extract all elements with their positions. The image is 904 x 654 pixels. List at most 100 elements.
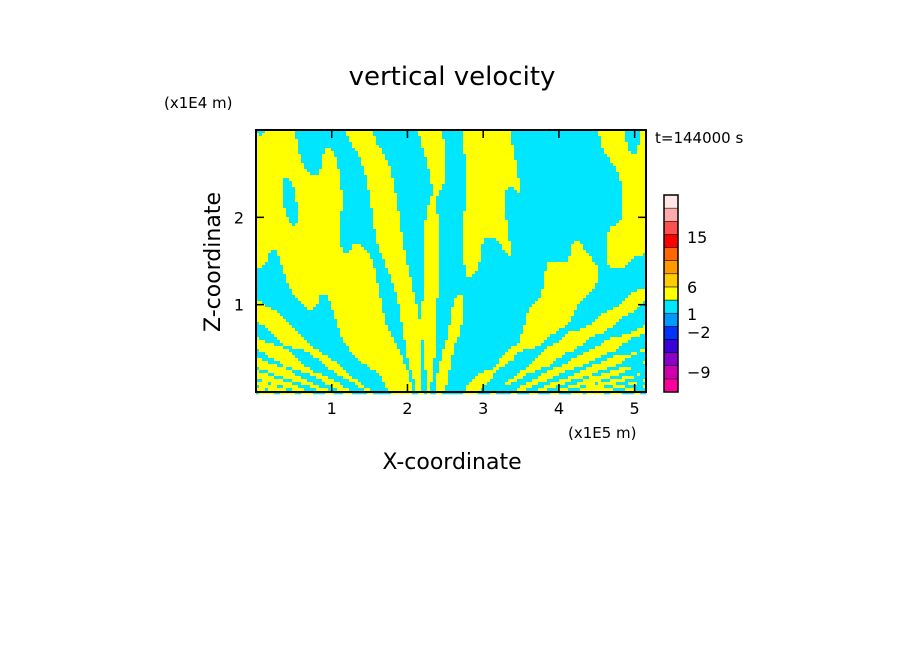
field-cell [418, 226, 422, 230]
field-cell [625, 184, 629, 188]
field-cell [274, 238, 278, 242]
field-cell [304, 178, 308, 182]
field-cell [295, 214, 299, 218]
field-cell [370, 190, 374, 194]
field-cell [283, 244, 287, 248]
field-cell [385, 160, 389, 164]
field-cell [463, 241, 467, 245]
field-cell [298, 211, 302, 215]
field-cell [631, 205, 635, 209]
field-cell [607, 217, 611, 221]
field-cell [529, 139, 533, 143]
field-cell [535, 175, 539, 179]
field-cell [424, 214, 428, 218]
field-cell [268, 166, 272, 170]
field-cell [295, 160, 299, 164]
field-cell [472, 211, 476, 215]
field-cell [634, 223, 638, 227]
field-cell [526, 220, 530, 224]
field-cell [613, 193, 617, 197]
field-cell [409, 181, 413, 185]
field-cell [397, 199, 401, 203]
field-cell [568, 202, 572, 206]
field-cell [316, 133, 320, 137]
field-cell [373, 145, 377, 149]
field-cell [613, 148, 617, 152]
field-cell [397, 178, 401, 182]
field-cell [442, 226, 446, 230]
field-cell [325, 190, 329, 194]
field-cell [457, 175, 461, 179]
field-cell [361, 178, 365, 182]
field-cell [598, 157, 602, 161]
field-cell [529, 148, 533, 152]
field-cell [457, 226, 461, 230]
field-cell [331, 148, 335, 152]
field-cell [493, 148, 497, 152]
field-cell [346, 151, 350, 155]
field-cell [544, 184, 548, 188]
field-cell [322, 148, 326, 152]
field-cell [379, 223, 383, 227]
field-cell [583, 169, 587, 173]
field-cell [538, 151, 542, 155]
field-cell [628, 187, 632, 191]
field-cell [595, 205, 599, 209]
field-cell [265, 145, 269, 149]
field-cell [493, 163, 497, 167]
field-cell [535, 178, 539, 182]
field-cell [319, 154, 323, 158]
field-cell [547, 187, 551, 191]
field-cell [595, 196, 599, 200]
field-cell [274, 154, 278, 158]
field-cell [259, 169, 263, 173]
field-cell [466, 175, 470, 179]
field-cell [346, 145, 350, 149]
field-cell [292, 220, 296, 224]
field-cell [394, 232, 398, 236]
field-cell [577, 139, 581, 143]
field-cell [337, 229, 341, 233]
field-cell [403, 244, 407, 248]
field-cell [475, 136, 479, 140]
field-cell [631, 181, 635, 185]
field-cell [283, 190, 287, 194]
field-cell [328, 148, 332, 152]
field-cell [400, 190, 404, 194]
field-cell [424, 142, 428, 146]
field-cell [511, 220, 515, 224]
field-cell [568, 136, 572, 140]
field-cell [571, 142, 575, 146]
field-cell [358, 196, 362, 200]
field-cell [532, 169, 536, 173]
field-cell [472, 184, 476, 188]
field-cell [421, 145, 425, 149]
field-cell [631, 217, 635, 221]
field-cell [466, 229, 470, 233]
field-cell [490, 169, 494, 173]
field-cell [325, 175, 329, 179]
field-cell [607, 214, 611, 218]
field-cell [580, 232, 584, 236]
field-cell [376, 169, 380, 173]
field-cell [298, 166, 302, 170]
field-cell [580, 202, 584, 206]
field-cell [346, 211, 350, 215]
field-cell [640, 232, 644, 236]
field-cell [265, 169, 269, 173]
field-cell [307, 241, 311, 245]
field-cell [322, 205, 326, 209]
field-cell [385, 136, 389, 140]
field-cell [442, 220, 446, 224]
field-cell [379, 187, 383, 191]
field-cell [370, 229, 374, 233]
field-cell [553, 226, 557, 230]
field-cell [511, 142, 515, 146]
field-cell [583, 130, 587, 134]
field-cell [274, 130, 278, 134]
field-cell [457, 220, 461, 224]
field-cell [466, 205, 470, 209]
field-cell [487, 208, 491, 212]
field-cell [454, 193, 458, 197]
